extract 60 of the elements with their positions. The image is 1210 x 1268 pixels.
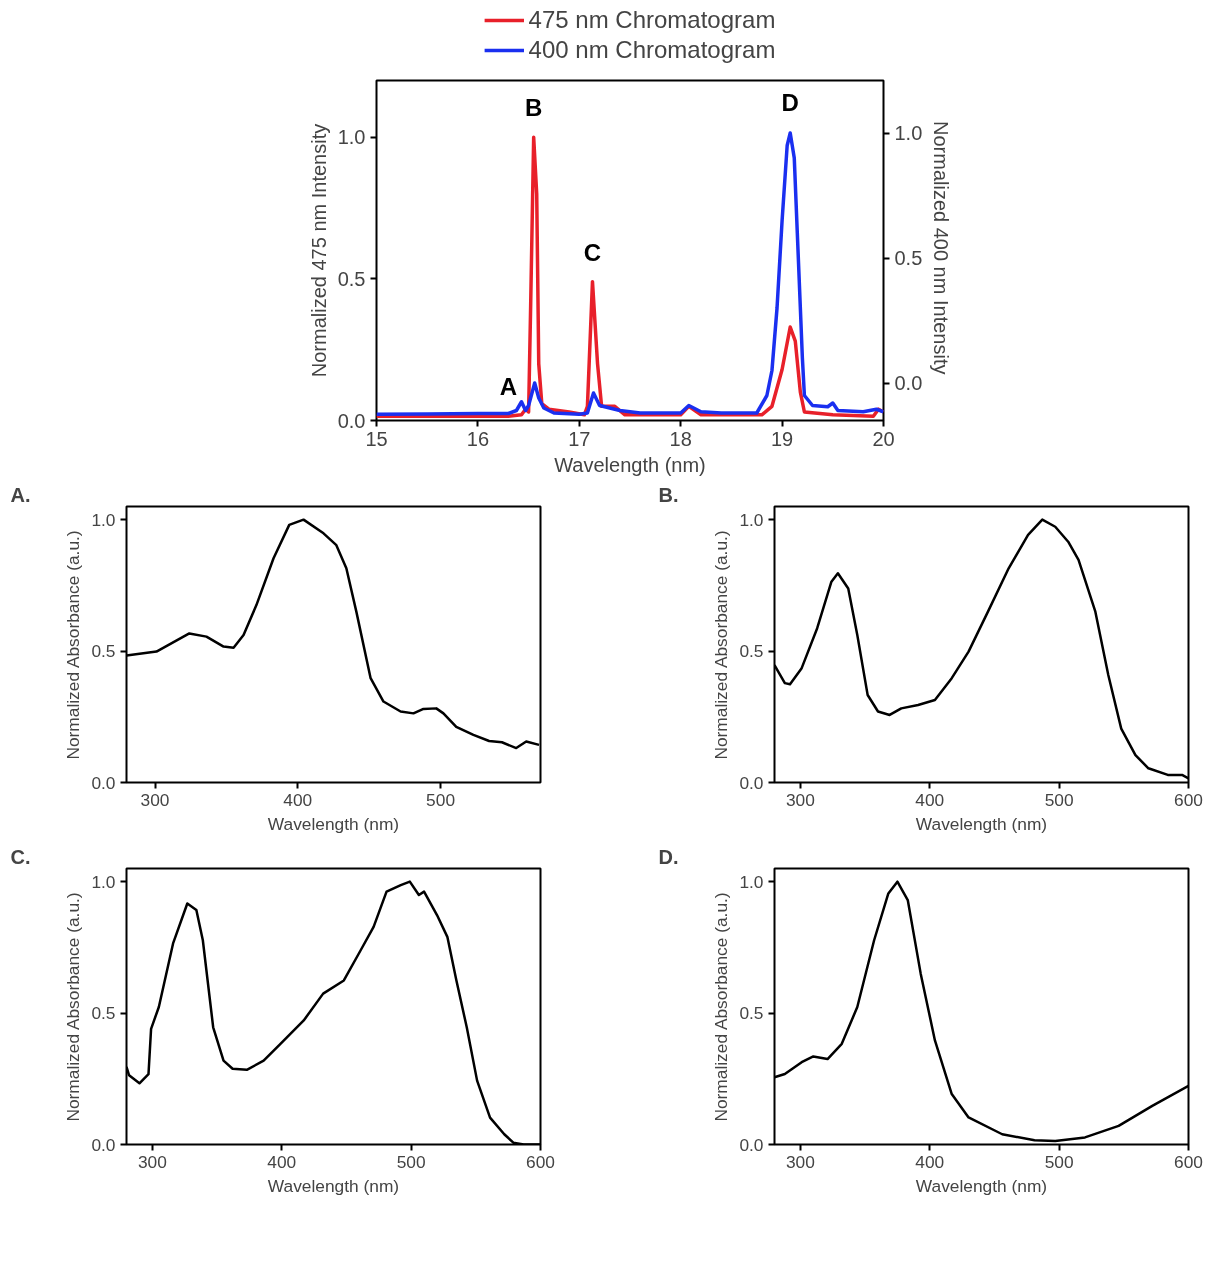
x-axis-title: Wavelength (nm) bbox=[267, 813, 400, 834]
x-tick-label: 500 bbox=[426, 789, 456, 810]
x-tick-label: 500 bbox=[396, 1151, 426, 1172]
x-axis-title: Wavelength (nm) bbox=[554, 453, 706, 476]
y-tick-label: 0.5 bbox=[337, 267, 366, 290]
x-tick-label: 300 bbox=[785, 1151, 815, 1172]
x-tick-label: 500 bbox=[1044, 1151, 1074, 1172]
text: C. bbox=[10, 845, 31, 868]
annotation: D bbox=[781, 88, 799, 116]
y-tick-label: 0.5 bbox=[91, 1003, 116, 1024]
y-tick-label: 1.0 bbox=[337, 126, 366, 149]
text: A. bbox=[10, 483, 31, 506]
x-tick-label: 18 bbox=[669, 427, 692, 450]
x-tick-label: 500 bbox=[1044, 789, 1074, 810]
y2-tick-label: 1.0 bbox=[894, 122, 923, 144]
annotation: C bbox=[583, 238, 602, 266]
x-axis-title: Wavelength (nm) bbox=[915, 1175, 1048, 1196]
y-axis-title: Normalized Absorbance (a.u.) bbox=[711, 892, 732, 1122]
y-tick-label: 1.0 bbox=[739, 871, 764, 892]
text: B. bbox=[658, 483, 679, 506]
text: D. bbox=[658, 845, 679, 868]
y-tick-label: 0.0 bbox=[91, 772, 116, 793]
y-axis-title: Normalized Absorbance (a.u.) bbox=[63, 530, 84, 760]
y-tick-label: 0.0 bbox=[337, 409, 366, 432]
y2-tick-label: 0.0 bbox=[894, 372, 923, 394]
x-tick-label: 600 bbox=[1174, 1151, 1203, 1172]
x-tick-label: 300 bbox=[137, 1151, 167, 1172]
y-tick-label: 1.0 bbox=[91, 509, 116, 530]
x-tick-label: 300 bbox=[140, 789, 170, 810]
x-tick-label: 20 bbox=[872, 427, 895, 450]
annotation: B bbox=[525, 94, 543, 122]
y-axis-title: Normalized Absorbance (a.u.) bbox=[63, 892, 84, 1122]
y-tick-label: 0.0 bbox=[739, 1134, 764, 1155]
x-tick-label: 600 bbox=[526, 1151, 555, 1172]
legend-label: 400 nm Chromatogram bbox=[528, 36, 776, 64]
x-tick-label: 17 bbox=[568, 427, 591, 450]
x-axis-title: Wavelength (nm) bbox=[915, 813, 1048, 834]
x-tick-label: 19 bbox=[770, 427, 794, 450]
x-tick-label: 600 bbox=[1174, 789, 1203, 810]
x-tick-label: 400 bbox=[915, 1151, 945, 1172]
y-tick-label: 0.0 bbox=[91, 1134, 116, 1155]
y-tick-label: 1.0 bbox=[91, 871, 116, 892]
y-axis-title: Normalized 475 nm Intensity bbox=[307, 123, 330, 378]
y-tick-label: 0.5 bbox=[739, 1003, 764, 1024]
annotation: A bbox=[499, 373, 517, 401]
x-tick-label: 400 bbox=[267, 1151, 297, 1172]
y-tick-label: 0.5 bbox=[739, 641, 764, 662]
x-tick-label: 400 bbox=[283, 789, 313, 810]
y2-axis-title: Normalized 400 nm Intensity bbox=[930, 121, 953, 375]
x-tick-label: 16 bbox=[466, 427, 490, 450]
legend-label: 475 nm Chromatogram bbox=[528, 6, 776, 34]
y-tick-label: 0.5 bbox=[91, 641, 116, 662]
y-tick-label: 0.0 bbox=[739, 772, 764, 793]
x-tick-label: 300 bbox=[785, 789, 815, 810]
x-tick-label: 400 bbox=[915, 789, 945, 810]
y-tick-label: 1.0 bbox=[739, 509, 764, 530]
x-axis-title: Wavelength (nm) bbox=[267, 1175, 400, 1196]
y2-tick-label: 0.5 bbox=[894, 247, 923, 269]
x-tick-label: 15 bbox=[365, 427, 388, 450]
y-axis-title: Normalized Absorbance (a.u.) bbox=[711, 530, 732, 760]
